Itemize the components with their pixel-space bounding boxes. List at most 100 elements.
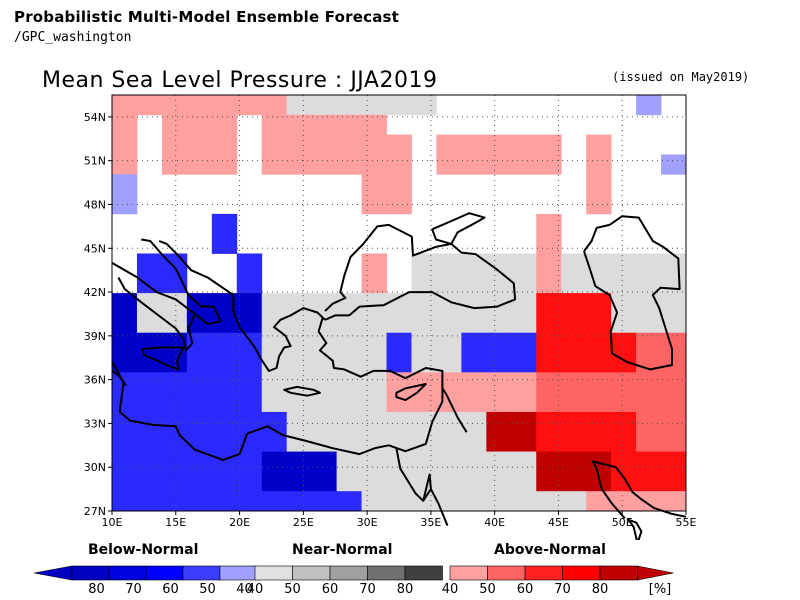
map-cell [161,491,188,512]
legend-near-bar: 40 50 60 70 80 [247,565,443,597]
y-tick-label: 45N [84,242,106,255]
coastline [395,383,427,402]
map-cell [561,352,587,373]
map-cell [361,273,387,294]
legend-unit-label: [%] [649,582,672,597]
map-cell [286,451,313,472]
map-cell [161,293,188,314]
map-cell [561,312,587,334]
map-cell [561,332,587,353]
map-cell [511,273,537,294]
x-tick-label: 50E [612,516,633,529]
map-cell [386,194,412,215]
map-cell [536,213,562,235]
map-cell [511,332,537,353]
y-tick-label: 39N [84,330,106,343]
map-cell [486,392,512,413]
map-cell [536,491,562,512]
map-cell [536,233,562,254]
map-cell [636,372,662,393]
map-cell [136,431,163,452]
map-cell [336,372,362,393]
map-cell [112,332,138,353]
map-cell [361,114,387,136]
map-cell [311,392,338,413]
map-cell [336,392,362,413]
map-cell [161,253,188,274]
map-cell [386,154,412,175]
map-cell [511,154,537,175]
map-cell [486,253,512,274]
map-cell [511,253,537,274]
map-cell [586,411,612,433]
map-cell [561,451,587,472]
map-cell [536,134,562,155]
map-cell [536,392,562,413]
map-cell [486,411,512,433]
map-cell [611,431,637,452]
map-cell [236,273,263,294]
map-cell [461,154,487,175]
map-cell [361,134,387,155]
header-title: Probabilistic Multi-Model Ensemble Forec… [14,8,400,26]
map-cell [261,114,288,136]
map-cell [636,253,662,274]
map-cell [586,253,612,274]
map-cell [261,451,288,472]
map-cell [136,392,163,413]
map-cell [186,95,213,116]
map-cell [461,411,487,433]
legend-swatch [367,565,406,581]
map-cell [386,491,412,512]
map-cell [436,451,462,472]
map-cell [486,312,512,334]
map-cell [261,392,288,413]
map-cell [286,114,313,136]
map-cell [136,332,163,353]
map-cell [136,95,163,116]
map-cell [386,411,412,433]
map-cell [211,411,238,433]
map-cell [611,273,637,294]
map-cell [436,253,462,274]
coastline [111,370,127,387]
map-cell [411,451,437,472]
coastline [583,215,681,371]
map-cell [511,451,537,472]
map-cell [611,372,637,393]
map-cell [436,332,462,353]
map-cell [112,431,138,452]
map-cell [486,491,512,512]
coastline [283,385,321,397]
map-cell [311,134,338,155]
map-cell [411,471,437,492]
map-cell [211,471,238,492]
map-cell [161,154,188,175]
y-tick-label: 48N [84,198,106,211]
map-cell [661,372,687,393]
map-cell [261,491,288,512]
map-cell [136,471,163,492]
map-cell [161,392,188,413]
map-cell [611,253,637,274]
map-cell [311,352,338,373]
y-tick-label: 33N [84,417,106,430]
legend-tick-label: 80 [592,582,609,597]
map-cell [211,154,238,175]
legend-tick-label: 40 [247,582,264,597]
map-frame [111,94,687,512]
map-cell [261,95,288,116]
map-cell [286,332,313,353]
map-cell [486,332,512,353]
map-cell [411,273,437,294]
map-cell [536,312,562,334]
map-cell [311,451,338,472]
legend-swatch [145,565,184,581]
map-cell [386,293,412,314]
map-cell [311,332,338,353]
map-cell [361,451,387,472]
map-cell [311,491,338,512]
map-cell [411,372,437,393]
x-tick-label: 25E [293,516,314,529]
map-cell [661,352,687,373]
